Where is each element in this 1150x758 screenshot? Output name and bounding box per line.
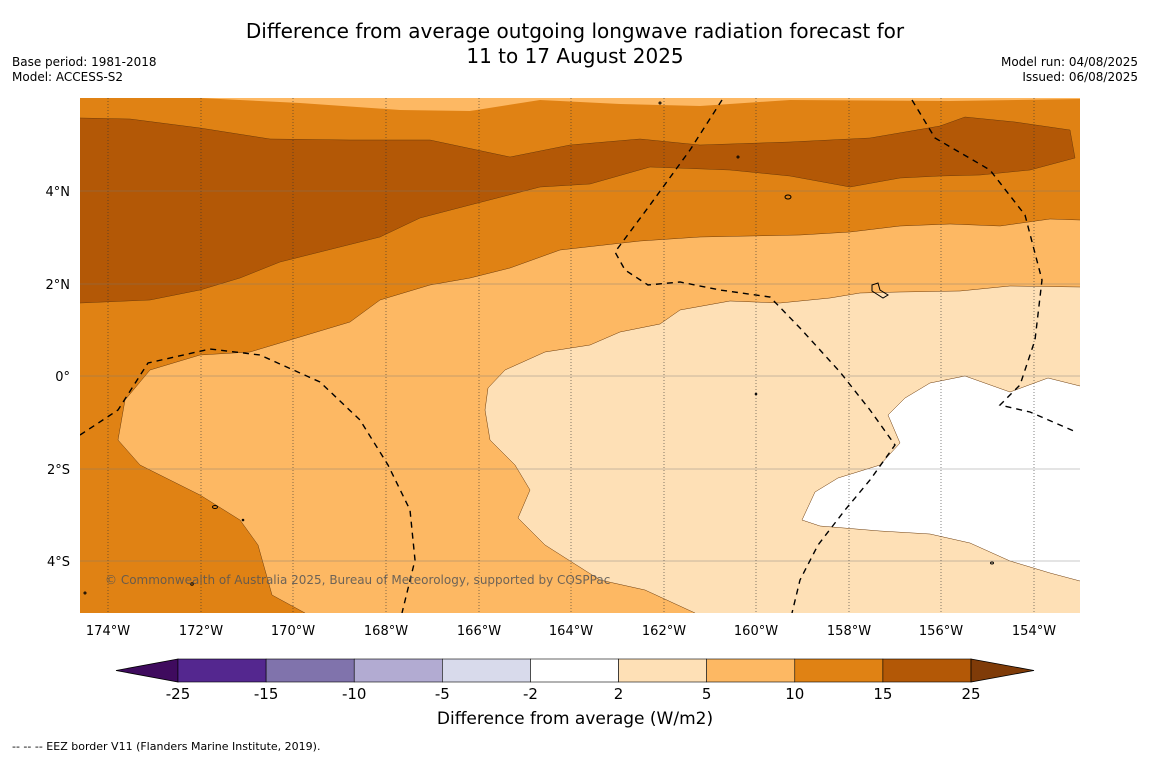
colorbar-segment: [706, 658, 796, 683]
band-5-10-north: [80, 98, 1080, 111]
colorbar-segment: [353, 658, 443, 683]
lon-label-174w: 174°W: [86, 624, 130, 639]
colorbar-segment: [882, 658, 972, 683]
colorbar-tick-label: 10: [785, 685, 804, 703]
lon-labels: 174°W 172°W 170°W 168°W 166°W 164°W 162°…: [86, 624, 1056, 639]
right-info: Model run: 04/08/2025 Issued: 06/08/2025: [1001, 55, 1138, 85]
colorbar-tick-label: 2: [614, 685, 624, 703]
colorbar-arrow-low: [115, 658, 179, 683]
colorbar-segment: [177, 658, 267, 683]
colorbar: -25 -15 -10 -5 -2 2 5 10 15 25: [115, 658, 1035, 703]
colorbar-tick-label: -10: [342, 685, 367, 703]
lat-label-4n: 4°N: [46, 185, 71, 200]
lat-label-2s: 2°S: [47, 463, 70, 478]
colorbar-segment: [618, 658, 707, 683]
lon-label-154w: 154°W: [1012, 624, 1056, 639]
band-neutral: [802, 376, 1080, 581]
lon-label-156w: 156°W: [919, 624, 963, 639]
copyright-text: © Commonwealth of Australia 2025, Bureau…: [105, 573, 610, 587]
map-area: © Commonwealth of Australia 2025, Bureau…: [80, 98, 1080, 613]
lon-label-166w: 166°W: [457, 624, 501, 639]
colorbar-tick-label: 25: [961, 685, 980, 703]
title-line-2: 11 to 17 August 2025: [466, 44, 684, 68]
lat-label-2n: 2°N: [46, 278, 71, 293]
title-line-1: Difference from average outgoing longwav…: [245, 19, 905, 43]
lon-label-160w: 160°W: [734, 624, 778, 639]
lon-label-172w: 172°W: [179, 624, 223, 639]
band-15-25-west: [80, 117, 1075, 303]
lon-label-162w: 162°W: [642, 624, 686, 639]
lon-label-168w: 168°W: [364, 624, 408, 639]
eez-borders: [80, 99, 1077, 613]
lat-label-eq: 0°: [55, 370, 70, 385]
colorbar-tick-label: 5: [702, 685, 712, 703]
colorbar-title: Difference from average (W/m2): [436, 709, 714, 729]
colorbar-arrow-high: [970, 658, 1035, 683]
lon-label-170w: 170°W: [271, 624, 315, 639]
eez-footnote: -- -- -- EEZ border V11 (Flanders Marine…: [12, 740, 321, 753]
colorbar-tick-label: -15: [254, 685, 279, 703]
colorbar-segment: [530, 658, 619, 683]
colorbar-tick-label: 15: [873, 685, 892, 703]
colorbar-segment: [794, 658, 884, 683]
colorbar-segment: [442, 658, 531, 683]
model-run: Model run: 04/08/2025: [1000, 55, 1138, 69]
left-info: Base period: 1981-2018 Model: ACCESS-S2: [12, 55, 157, 85]
model-name: Model: ACCESS-S2: [12, 70, 124, 84]
colorbar-tick-label: -5: [435, 685, 450, 703]
base-period: Base period: 1981-2018: [12, 55, 157, 69]
issued-date: Issued: 06/08/2025: [1022, 70, 1138, 84]
islands: [83, 101, 994, 595]
graticule: [80, 98, 1080, 613]
lat-label-4s: 4°S: [47, 555, 70, 570]
lat-labels: 4°N 2°N 0° 2°S 4°S: [46, 185, 71, 570]
colorbar-tick-label: -2: [523, 685, 538, 703]
colorbar-segment: [265, 658, 355, 683]
lon-label-164w: 164°W: [549, 624, 593, 639]
colorbar-tick-label: -25: [166, 685, 191, 703]
lon-label-158w: 158°W: [827, 624, 871, 639]
map-title: Difference from average outgoing longwav…: [0, 19, 1150, 69]
